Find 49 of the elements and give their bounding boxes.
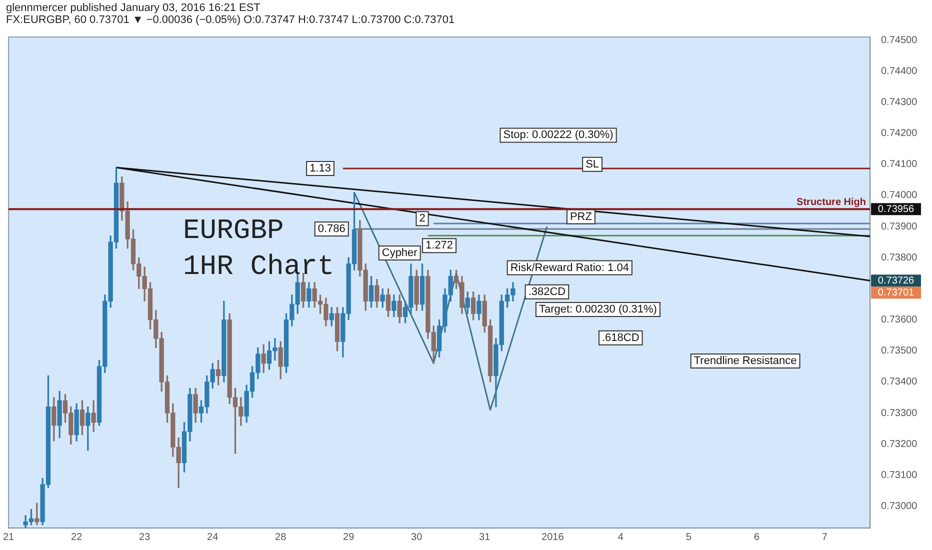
chart-subtitle: FX:EURGBP, 60 0.73701 ▼ −0.00036 (−0.05%) O:0.73747 H:0.73747 L:0.73700 C:0.73701 <box>6 14 456 26</box>
y-tick-label: 0.73900 <box>881 221 918 232</box>
y-tick-label: 0.73100 <box>881 470 918 481</box>
text: 0.73726 <box>878 275 915 286</box>
x-tick-label: 31 <box>479 532 491 543</box>
annotation: Trendline Resistance <box>694 355 797 368</box>
y-tick-label: 0.73200 <box>881 438 918 450</box>
y-tick-label: 0.73400 <box>881 376 918 388</box>
y-tick-label: 0.73600 <box>881 314 918 326</box>
annotation: .382CD <box>528 286 566 298</box>
annotation: PRZ <box>570 210 592 223</box>
chart-title: glennmercer published January 03, 2016 16:21 EST <box>6 2 262 14</box>
text: 0.73701 <box>878 287 915 298</box>
annotation: 1.13 <box>310 162 331 174</box>
y-tick-label: 0.74000 <box>881 190 918 202</box>
x-tick-label: 6 <box>754 532 760 543</box>
x-tick-label: 5 <box>686 532 692 543</box>
annotation: Target: 0.00230 (0.31%) <box>538 304 657 316</box>
annotation: 1.272 <box>426 240 454 252</box>
x-tick-label: 29 <box>343 532 355 543</box>
x-tick-label: 2016 <box>542 532 564 543</box>
annotation: .618CD <box>602 332 640 344</box>
y-tick-label: 0.74500 <box>881 34 918 46</box>
y-tick-label: 0.74200 <box>881 128 918 140</box>
ref-line-label: Structure High <box>796 196 866 208</box>
annotation: 0.786 <box>318 223 346 236</box>
x-tick-label: 7 <box>822 532 828 543</box>
annotation: SL <box>586 158 600 170</box>
y-tick-label: 0.73000 <box>881 500 918 512</box>
x-tick-label: 28 <box>275 532 287 543</box>
y-tick-label: 0.74100 <box>881 159 918 170</box>
y-tick-label: 0.73500 <box>881 346 918 357</box>
y-tick-label: 0.74400 <box>881 66 918 77</box>
y-tick-label: 0.74300 <box>881 97 918 108</box>
y-tick-label: 0.73300 <box>881 408 918 419</box>
x-tick-label: 24 <box>207 532 219 543</box>
x-tick-label: 30 <box>411 532 423 543</box>
annotation: EURGBP <box>183 216 284 247</box>
text: 0.73956 <box>878 204 915 215</box>
annotation: 2 <box>419 212 426 225</box>
x-tick-label: 23 <box>139 532 151 543</box>
annotation: Risk/Reward Ratio: 1.04 <box>510 262 629 274</box>
annotation: 1HR Chart <box>183 252 334 283</box>
x-tick-label: 4 <box>618 532 624 543</box>
y-tick-label: 0.73800 <box>881 252 918 264</box>
annotation: Cypher <box>382 247 418 260</box>
x-tick-label: 21 <box>3 532 15 543</box>
annotation: Stop: 0.00222 (0.30%) <box>503 129 614 142</box>
x-tick-label: 22 <box>71 532 83 543</box>
